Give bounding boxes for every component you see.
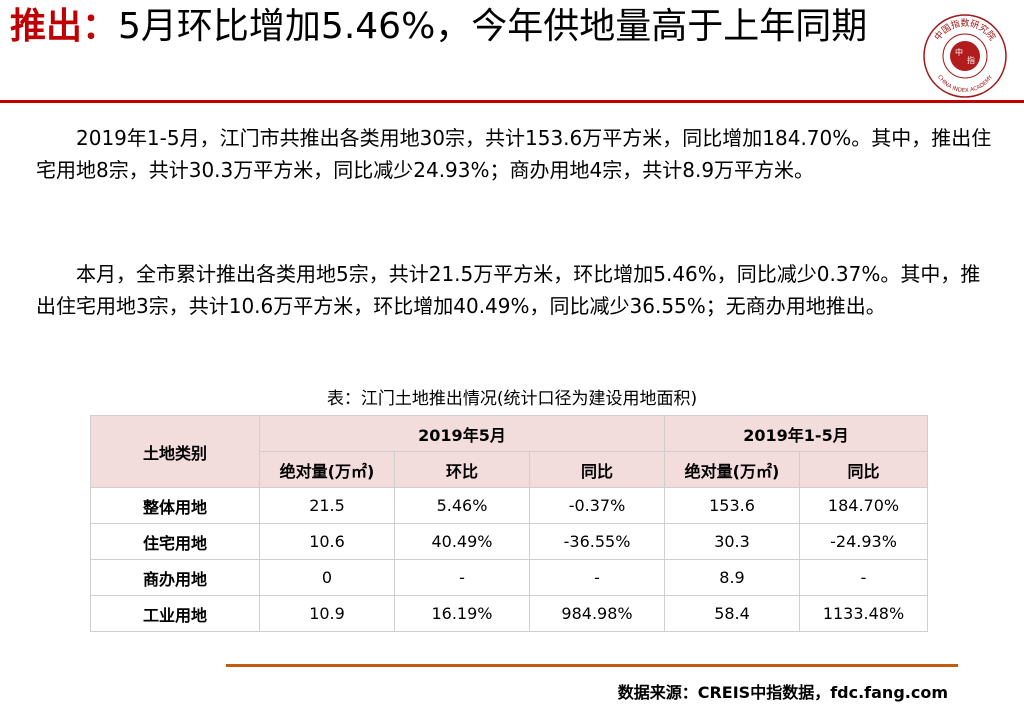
row-category: 工业用地 xyxy=(90,595,260,632)
table-caption: 表：江门土地推出情况(统计口径为建设用地面积) xyxy=(326,389,698,409)
title-text: 5月环比增加5.46%，今年供地量高于上年同期 xyxy=(118,6,868,47)
footer-divider xyxy=(226,664,958,667)
title-divider xyxy=(0,100,1024,103)
table-cell: 21.5 xyxy=(259,487,395,524)
table-cell: -24.93% xyxy=(799,523,928,560)
svg-text:指: 指 xyxy=(967,55,975,65)
table-row: 工业用地 10.9 16.19% 984.98% 58.4 1133.48% xyxy=(90,595,928,632)
header-month-group: 2019年5月 xyxy=(259,415,665,452)
title-prefix: 推出： xyxy=(10,6,119,47)
table-cell: 58.4 xyxy=(664,595,800,632)
table-cell: - xyxy=(394,559,530,596)
row-category: 商办用地 xyxy=(90,559,260,596)
header-category: 土地类别 xyxy=(90,415,260,488)
table-cell: 30.3 xyxy=(664,523,800,560)
header-ytd-absolute: 绝对量(万㎡) xyxy=(664,451,800,488)
table-cell: -0.37% xyxy=(529,487,665,524)
header-month-yoy: 同比 xyxy=(529,451,665,488)
svg-text:中: 中 xyxy=(955,47,963,57)
slide-title: 推出：5月环比增加5.46%，今年供地量高于上年同期 xyxy=(10,2,900,52)
table-cell: 40.49% xyxy=(394,523,530,560)
table-cell: -36.55% xyxy=(529,523,665,560)
header-month-absolute: 绝对量(万㎡) xyxy=(259,451,395,488)
table-cell: - xyxy=(529,559,665,596)
table-cell: 5.46% xyxy=(394,487,530,524)
table-cell: 984.98% xyxy=(529,595,665,632)
table-row: 住宅用地 10.6 40.49% -36.55% 30.3 -24.93% xyxy=(90,523,928,560)
china-index-academy-logo: 中国指数研究院 CHINA INDEX ACADEMY 中 指 xyxy=(923,14,1007,98)
paragraph-ytd: 2019年1-5月，江门市共推出各类用地30宗，共计153.6万平方米，同比增加… xyxy=(36,126,992,182)
table-cell: 1133.48% xyxy=(799,595,928,632)
table-row: 整体用地 21.5 5.46% -0.37% 153.6 184.70% xyxy=(90,487,928,524)
svg-text:中国指数研究院: 中国指数研究院 xyxy=(932,17,999,43)
data-source-note: 数据来源：CREIS中指数据，fdc.fang.com xyxy=(617,683,948,702)
table-cell: 184.70% xyxy=(799,487,928,524)
table-cell: 8.9 xyxy=(664,559,800,596)
land-supply-table: 土地类别 2019年5月 2019年1-5月 绝对量(万㎡) 环比 同比 绝对量… xyxy=(90,415,928,632)
row-category: 整体用地 xyxy=(90,487,260,524)
header-month-mom: 环比 xyxy=(394,451,530,488)
table-cell: 10.9 xyxy=(259,595,395,632)
table-cell: - xyxy=(799,559,928,596)
table-row: 商办用地 0 - - 8.9 - xyxy=(90,559,928,596)
row-category: 住宅用地 xyxy=(90,523,260,560)
table-cell: 16.19% xyxy=(394,595,530,632)
header-ytd-group: 2019年1-5月 xyxy=(664,415,928,452)
table-cell: 10.6 xyxy=(259,523,395,560)
table-cell: 153.6 xyxy=(664,487,800,524)
header-ytd-yoy: 同比 xyxy=(799,451,928,488)
table-cell: 0 xyxy=(259,559,395,596)
paragraph-month: 本月，全市累计推出各类用地5宗，共计21.5万平方米，环比增加5.46%，同比减… xyxy=(36,262,981,318)
